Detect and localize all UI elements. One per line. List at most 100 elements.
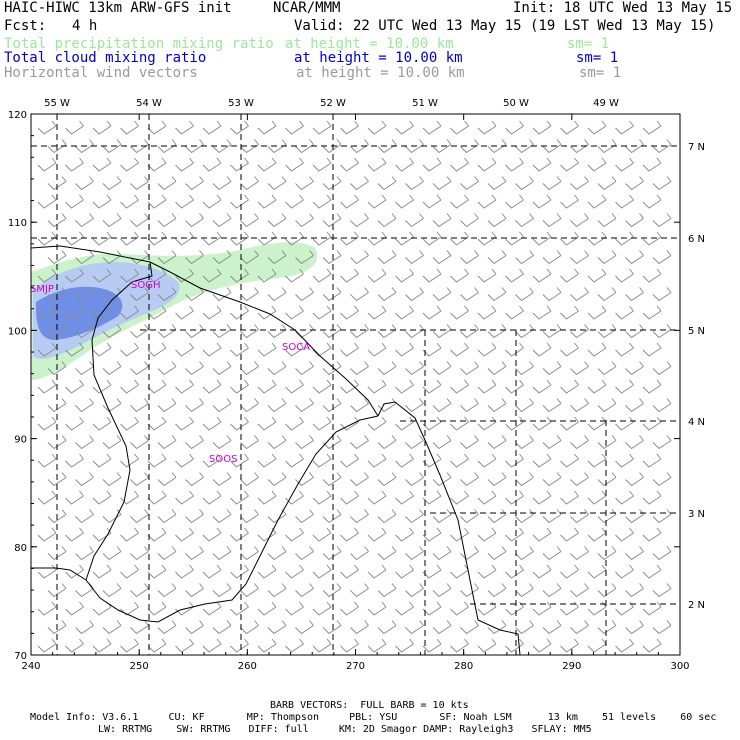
- wind-barb: [185, 324, 204, 339]
- wind-barb: [47, 398, 67, 413]
- wind-barb: [257, 305, 277, 320]
- wind-barb: [477, 453, 497, 468]
- wind-barb: [615, 231, 634, 246]
- x-tick-label: 280: [454, 661, 473, 672]
- y-tick-label: 80: [14, 543, 27, 554]
- wind-barb: [642, 157, 662, 172]
- wind-barb: [312, 194, 332, 209]
- wind-barb: [587, 638, 607, 653]
- wind-barb: [367, 638, 387, 653]
- wind-barb: [422, 564, 442, 579]
- wind-barb: [377, 546, 397, 561]
- wind-barb: [515, 324, 534, 339]
- wind-barb: [267, 472, 287, 487]
- lat-label: 2 N: [688, 600, 705, 611]
- wind-barb: [367, 268, 387, 283]
- wind-barb: [625, 546, 644, 561]
- wind-barb: [285, 194, 304, 209]
- wind-barb: [487, 472, 507, 487]
- wind-barb: [405, 250, 424, 265]
- wind-barb: [147, 231, 167, 246]
- wind-barb: [295, 472, 314, 487]
- wind-barb: [597, 546, 617, 561]
- wind-barb: [615, 379, 634, 394]
- wind-barb: [92, 490, 112, 505]
- wind-barb: [422, 157, 442, 172]
- wind-barb: [377, 361, 397, 376]
- wind-barb: [422, 527, 442, 542]
- wind-barb: [367, 120, 387, 135]
- x-tick-label: 270: [346, 661, 365, 672]
- wind-barb: [212, 509, 232, 524]
- wind-barb: [377, 176, 397, 191]
- wind-barb: [267, 176, 287, 191]
- y-tick-label: 100: [8, 326, 27, 337]
- wind-barb: [312, 564, 332, 579]
- wind-barb: [120, 379, 139, 394]
- wind-barb: [230, 342, 249, 357]
- wind-barb: [395, 601, 414, 616]
- wind-barb: [75, 176, 94, 191]
- wind-barb: [625, 324, 644, 339]
- wind-barb: [460, 139, 479, 154]
- wind-barb: [615, 527, 634, 542]
- wind-barb: [597, 287, 617, 302]
- wind-barb: [267, 620, 287, 635]
- wind-barb: [625, 583, 644, 598]
- wind-barb: [185, 398, 204, 413]
- wind-barb: [615, 120, 634, 135]
- wind-barb: [340, 527, 359, 542]
- wind-barb: [212, 287, 232, 302]
- wind-barb: [37, 231, 57, 246]
- wind-barb: [120, 231, 139, 246]
- wind-barb: [147, 638, 167, 653]
- wind-barb: [230, 527, 249, 542]
- wind-barb: [532, 379, 552, 394]
- wind-barb: [450, 379, 469, 394]
- wind-barb: [542, 139, 562, 154]
- wind-barb: [102, 435, 122, 450]
- wind-barb: [350, 546, 369, 561]
- wind-barb: [257, 268, 277, 283]
- wind-barb: [405, 139, 424, 154]
- wind-barb: [570, 361, 589, 376]
- wind-barb: [450, 157, 469, 172]
- wind-barb: [175, 453, 194, 468]
- wind-barb: [202, 453, 222, 468]
- wind-barb: [615, 453, 634, 468]
- wind-barb: [367, 231, 387, 246]
- wind-barb: [350, 139, 369, 154]
- wind-barb: [47, 361, 67, 376]
- wind-barb: [532, 342, 552, 357]
- wind-barb: [560, 453, 579, 468]
- wind-barb: [642, 453, 662, 468]
- wind-barb: [202, 231, 222, 246]
- field-precip-sm: sm= 1: [567, 36, 610, 52]
- wind-barb: [460, 176, 479, 191]
- wind-barb: [147, 268, 167, 283]
- wind-barb: [240, 213, 259, 228]
- wind-barb: [285, 157, 304, 172]
- wind-barb: [230, 416, 249, 431]
- wind-barb: [340, 194, 359, 209]
- wind-barb: [157, 250, 177, 265]
- wind-barb: [47, 620, 67, 635]
- wind-barb: [240, 176, 259, 191]
- wind-barb: [37, 342, 57, 357]
- wind-barb: [405, 583, 424, 598]
- wind-barb: [350, 176, 369, 191]
- wind-barb: [532, 194, 552, 209]
- wind-barb: [157, 620, 177, 635]
- wind-barb: [652, 546, 672, 561]
- wind-barb: [120, 564, 139, 579]
- wind-barb: [395, 416, 414, 431]
- wind-barb: [322, 324, 342, 339]
- wind-barb: [350, 583, 369, 598]
- wind-barb: [147, 342, 167, 357]
- wind-barb: [212, 139, 232, 154]
- wind-barb: [422, 194, 442, 209]
- wind-barb: [240, 139, 259, 154]
- wind-barb: [202, 527, 222, 542]
- wind-barb: [37, 564, 57, 579]
- wind-barb: [65, 490, 84, 505]
